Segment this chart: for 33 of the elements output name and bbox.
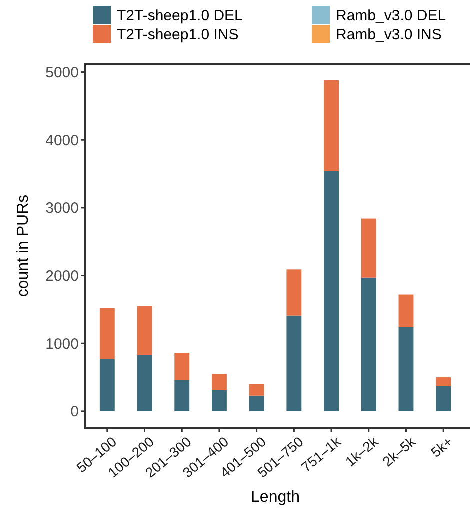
bar [212,374,227,390]
legend-label: T2T-sheep1.0 INS [117,26,239,44]
bar [286,270,302,316]
bar [398,294,414,328]
bar [436,378,452,386]
bar [361,278,376,412]
bar [100,359,115,412]
bar [174,380,190,412]
bar [137,306,152,356]
bar [436,386,452,412]
bar [398,327,414,412]
bar [286,316,302,412]
bar [324,80,339,172]
legend-label: Ramb_v3.0 INS [336,26,442,44]
y-axis-title: count in PURs [15,194,32,298]
bar [100,308,115,360]
y-tick-label: 1000 [46,336,79,353]
bar [361,218,376,278]
y-tick-label: 5000 [46,64,79,82]
bar [249,396,264,412]
bar [324,171,339,412]
legend-label: Ramb_v3.0 DEL [336,7,446,24]
y-tick-label: 3000 [46,200,79,218]
x-axis-title: Length [251,489,300,506]
x-tick-label: 5k+ [428,434,456,461]
bar [212,390,227,412]
y-tick-label: 2000 [46,268,79,286]
bar [174,353,190,380]
y-tick-label: 4000 [46,132,79,150]
y-tick-label: 0 [70,404,79,421]
legend-label: T2T-sheep1.0 DEL [117,7,243,24]
bar [137,355,152,412]
bar [249,384,264,396]
